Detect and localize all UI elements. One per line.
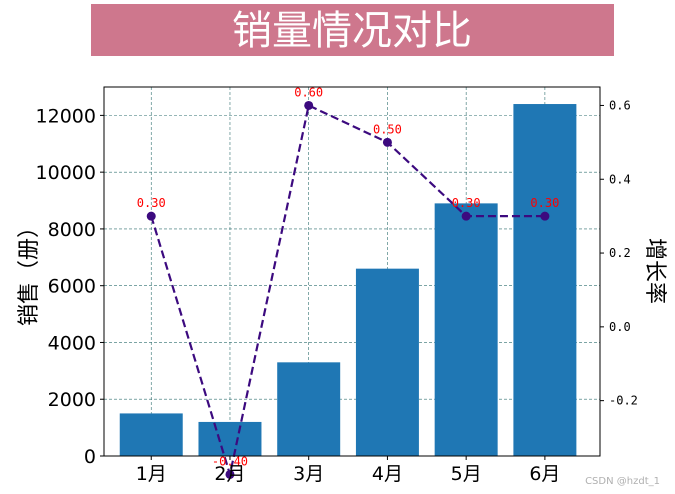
line-point xyxy=(146,211,156,221)
y-tick-label: 12000 xyxy=(36,105,96,127)
y-tick-label: 2000 xyxy=(48,389,96,411)
plot-frame xyxy=(103,86,601,457)
x-tick-label: 3月 xyxy=(293,463,324,485)
y2-tick-label: 0.0 xyxy=(609,320,631,334)
right-axis: -0.2 0.0 0.2 0.4 0.6 xyxy=(600,98,638,408)
y-tick-label: 0 xyxy=(84,446,96,468)
line-point xyxy=(304,100,314,110)
y-tick-label: 8000 xyxy=(48,219,96,241)
chart-title: 销量情况对比 xyxy=(232,8,472,54)
y2-tick-label: 0.4 xyxy=(609,172,631,186)
bar xyxy=(355,268,419,456)
x-tick-label: 1月 xyxy=(136,463,167,485)
data-label: 0.30 xyxy=(530,196,559,210)
x-tick-label: 6月 xyxy=(529,463,560,485)
left-axis: 0 2000 4000 6000 8000 10000 12000 xyxy=(36,105,104,468)
line-markers xyxy=(146,100,550,479)
data-label: 0.30 xyxy=(137,196,166,210)
bar xyxy=(434,203,498,456)
line-series xyxy=(150,103,545,479)
y-tick-label: 10000 xyxy=(36,162,96,184)
y2-tick-label: -0.2 xyxy=(609,394,638,408)
data-label: 0.60 xyxy=(294,85,323,99)
x-tick-label: 2月 xyxy=(214,463,245,485)
x-tick-label: 4月 xyxy=(372,463,403,485)
growth-line xyxy=(150,103,545,479)
data-labels: 0.30 -0.40 0.60 0.50 0.30 0.30 xyxy=(137,85,560,468)
line-point xyxy=(461,211,471,221)
data-label: 0.50 xyxy=(373,122,402,136)
data-label: -0.40 xyxy=(212,454,248,468)
y2-tick-label: 0.2 xyxy=(609,246,631,260)
bottom-axis: 1月 2月 3月 4月 5月 6月 xyxy=(136,456,560,485)
watermark: CSDN @hzdt_1 xyxy=(585,476,660,487)
bar xyxy=(513,104,577,457)
y2-axis-label: 增长率 xyxy=(642,238,667,304)
bar xyxy=(198,421,262,456)
data-label: 0.30 xyxy=(452,196,481,210)
y-tick-label: 6000 xyxy=(48,276,96,298)
line-point xyxy=(540,211,550,221)
y2-tick-label: 0.6 xyxy=(609,98,631,112)
bar xyxy=(277,362,341,456)
line-point xyxy=(382,137,392,147)
line-point xyxy=(225,469,235,479)
y-tick-label: 4000 xyxy=(48,332,96,354)
title-banner xyxy=(91,4,614,56)
y-axis-label: 销售（册） xyxy=(17,216,42,326)
bar-series xyxy=(119,104,577,457)
bar xyxy=(119,413,183,456)
x-tick-label: 5月 xyxy=(451,463,482,485)
